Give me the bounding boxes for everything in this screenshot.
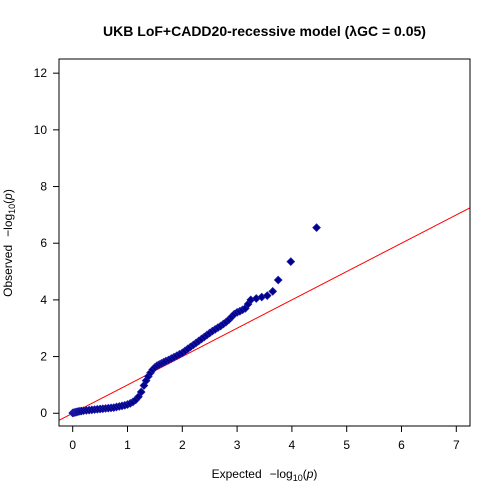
x-tick-label: 4 xyxy=(289,438,296,452)
x-axis-label-prefix: Expected xyxy=(212,467,262,481)
y-axis-label-prefix: Observed xyxy=(1,245,15,297)
y-axis-label: Observed −log10(p) xyxy=(1,189,17,297)
x-axis-label-subscript: 10 xyxy=(293,473,303,483)
x-axis-label-close-paren: ) xyxy=(313,467,317,481)
data-point xyxy=(312,223,321,232)
data-point xyxy=(286,257,296,266)
x-tick-label: 3 xyxy=(234,438,241,452)
y-tick-label: 4 xyxy=(40,293,47,307)
y-axis-label-subscript: 10 xyxy=(7,204,17,214)
x-tick-label: 0 xyxy=(69,438,76,452)
x-tick-label: 2 xyxy=(179,438,186,452)
y-axis-label-italic: p xyxy=(1,193,15,201)
y-axis-label-minus: −log xyxy=(1,214,15,237)
x-axis-label: Expected −log10(p) xyxy=(212,467,318,483)
x-tick-label: 6 xyxy=(398,438,405,452)
chart-title: UKB LoF+CADD20-recessive model (λGC = 0.… xyxy=(103,23,426,39)
y-tick-label: 8 xyxy=(40,180,47,194)
y-axis: 0 2 4 6 8 10 12 xyxy=(34,66,60,420)
data-point xyxy=(262,291,272,301)
data-point xyxy=(273,275,283,285)
plot-area xyxy=(58,207,471,421)
y-tick-label: 2 xyxy=(40,350,47,364)
x-axis: 0 1 2 3 4 5 6 7 xyxy=(69,425,460,452)
y-tick-label: 6 xyxy=(40,236,47,250)
x-axis-label-minus: −log xyxy=(270,467,293,481)
plot-frame xyxy=(58,58,471,427)
y-axis-label-open-paren: ( xyxy=(1,200,15,204)
y-axis-label-close-paren: ) xyxy=(1,189,15,193)
data-points xyxy=(68,223,321,418)
x-tick-label: 1 xyxy=(124,438,131,452)
y-tick-label: 10 xyxy=(34,123,48,137)
x-axis-label-open-paren: ( xyxy=(303,467,307,481)
y-tick-label: 12 xyxy=(34,66,48,80)
x-tick-label: 7 xyxy=(453,438,460,452)
data-point xyxy=(268,287,278,296)
reference-line xyxy=(58,207,471,421)
x-tick-label: 5 xyxy=(343,438,350,452)
data-point xyxy=(136,387,146,397)
y-tick-label: 0 xyxy=(40,406,47,420)
x-axis-label-italic: p xyxy=(306,467,314,481)
